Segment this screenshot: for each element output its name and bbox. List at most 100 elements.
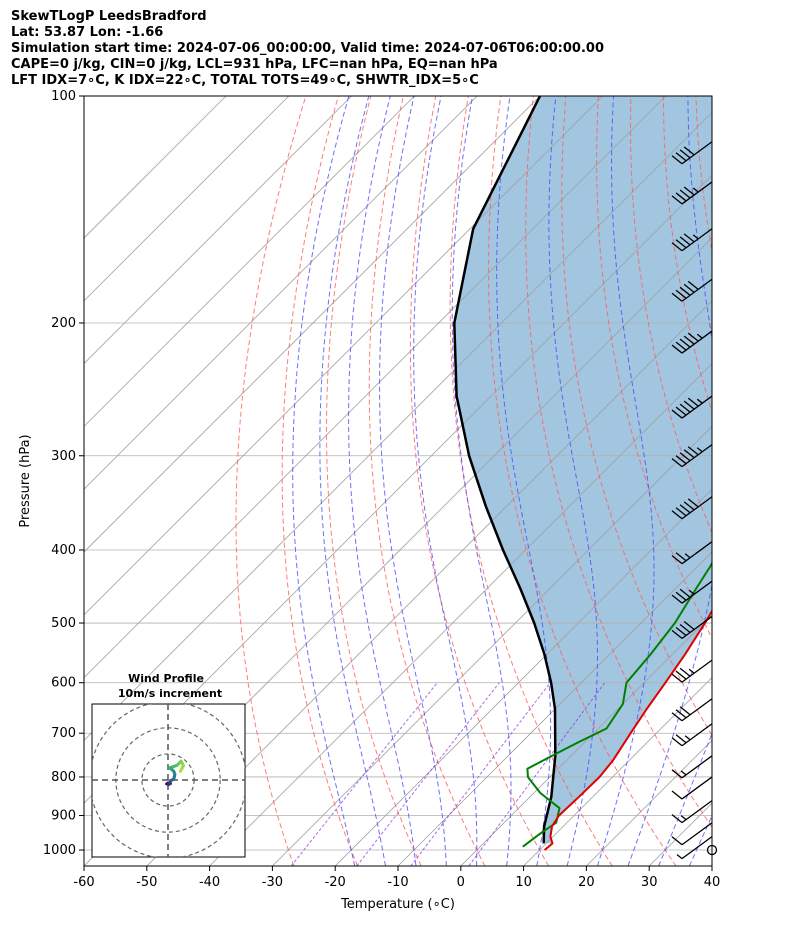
wind-barb [671, 800, 713, 824]
wind-barb-staff [681, 836, 713, 860]
mixing-ratio-line [290, 682, 438, 866]
wind-barb-flag [683, 146, 695, 156]
wind-barb-staff [681, 228, 713, 252]
hodograph-plot [92, 704, 245, 857]
wind-barb-flag [679, 149, 691, 159]
wind-barb [671, 395, 713, 419]
wind-barb-flag [679, 504, 691, 514]
wind-barb-staff [681, 800, 713, 824]
y-tick-label: 1000 [43, 843, 76, 858]
dry-adiabat [662, 96, 712, 414]
dry-adiabat [596, 96, 712, 640]
wind-barb-flag [675, 734, 687, 744]
wind-barb-staff [681, 330, 713, 354]
parcel-profile-line [453, 96, 557, 844]
dry-adiabat [281, 96, 358, 866]
dry-adiabat [235, 96, 307, 866]
wind-barb-staff [681, 659, 713, 683]
wind-barb [671, 181, 713, 205]
wind-barb-half-flag [696, 398, 703, 404]
wind-barb [671, 278, 713, 302]
chart-title-line-5: LFT IDX=7∘C, K IDX=22∘C, TOTAL TOTS=49∘C… [11, 73, 479, 88]
x-tick-label: 40 [704, 875, 721, 890]
wind-barb-half-flag [676, 854, 683, 860]
mixing-ratio-line [410, 682, 551, 866]
isotherm-line [209, 363, 712, 866]
wind-barb [671, 330, 713, 354]
wind-barb-staff [681, 615, 713, 639]
moist-adiabat [548, 96, 598, 866]
wind-barb [671, 698, 713, 722]
wind-barb [671, 615, 713, 639]
temperature-profile-line [543, 609, 712, 851]
hodograph-subtitle: 10m/s increment [118, 687, 222, 700]
isotherm-line [84, 111, 712, 741]
wind-barb-staff [681, 541, 713, 565]
wind-barb-flag [671, 594, 683, 604]
moist-adiabat [597, 96, 655, 866]
isotherm-line [84, 96, 352, 365]
wind-barb-half-flag [692, 234, 699, 240]
wind-barb-half-flag [680, 770, 687, 776]
wind-barb-flag [687, 498, 699, 508]
wind-barb-half-flag [696, 333, 703, 339]
dry-adiabat [449, 96, 613, 866]
wind-barb-staff [681, 141, 713, 165]
wind-barb-flag [671, 629, 683, 639]
wind-barb-staff [681, 395, 713, 419]
moist-adiabat [658, 732, 712, 866]
wind-barb-half-flag [696, 447, 703, 453]
moist-adiabat [379, 96, 447, 866]
wind-barb [671, 228, 713, 252]
wind-barb-flag [683, 283, 695, 293]
wind-barb-flag [671, 769, 683, 779]
wind-barb-flag [671, 814, 683, 824]
hodograph-title: Wind Profile [128, 672, 204, 685]
moist-adiabat [292, 96, 356, 866]
wind-barb-flag [675, 341, 687, 351]
isotherm-line [146, 300, 712, 866]
isotherm-line [334, 488, 712, 866]
wind-barb-flag [671, 712, 683, 722]
wind-barb-flag [683, 186, 695, 196]
wind-barb-flag [687, 332, 699, 342]
moist-adiabat [751, 96, 794, 866]
wind-barb [671, 723, 713, 747]
wind-barb-flag [675, 552, 687, 562]
x-tick-label: -10 [387, 875, 408, 890]
wind-barb-flag [675, 152, 687, 162]
wind-barb-staff [681, 822, 713, 846]
moist-adiabat [720, 96, 794, 866]
y-tick-label: 200 [51, 316, 76, 331]
wind-barb [671, 496, 713, 520]
y-tick-label: 100 [51, 89, 76, 104]
wind-barb-flag [675, 626, 687, 636]
dry-adiabat [525, 96, 712, 829]
cin-shaded-area [454, 96, 712, 844]
y-tick-label: 400 [51, 543, 76, 558]
dewpoint-profile-line [522, 560, 712, 848]
x-tick-label: -60 [73, 875, 94, 890]
x-tick-label: -50 [136, 875, 157, 890]
y-tick-label: 900 [51, 809, 76, 824]
wind-barb-half-flag [684, 553, 691, 559]
wind-barb [671, 822, 713, 846]
wind-barb-staff [681, 278, 713, 302]
wind-barb-flag [679, 403, 691, 413]
wind-barb-flag [671, 737, 683, 747]
x-tick-label: 20 [578, 875, 595, 890]
wind-barb-staff [681, 776, 713, 800]
isotherm-line [84, 96, 290, 302]
wind-barb-flag [683, 501, 695, 511]
moist-adiabat [413, 96, 478, 866]
isotherm-line [84, 96, 478, 490]
x-tick-label: -30 [262, 875, 283, 890]
wind-barb-staff [681, 580, 713, 604]
dry-adiabat [761, 96, 794, 866]
wind-barb-staff [681, 723, 713, 747]
wind-barb-flag [671, 790, 683, 800]
isotherm-line [84, 96, 666, 679]
wind-barb-flag [683, 335, 695, 345]
wind-barb [676, 836, 713, 860]
